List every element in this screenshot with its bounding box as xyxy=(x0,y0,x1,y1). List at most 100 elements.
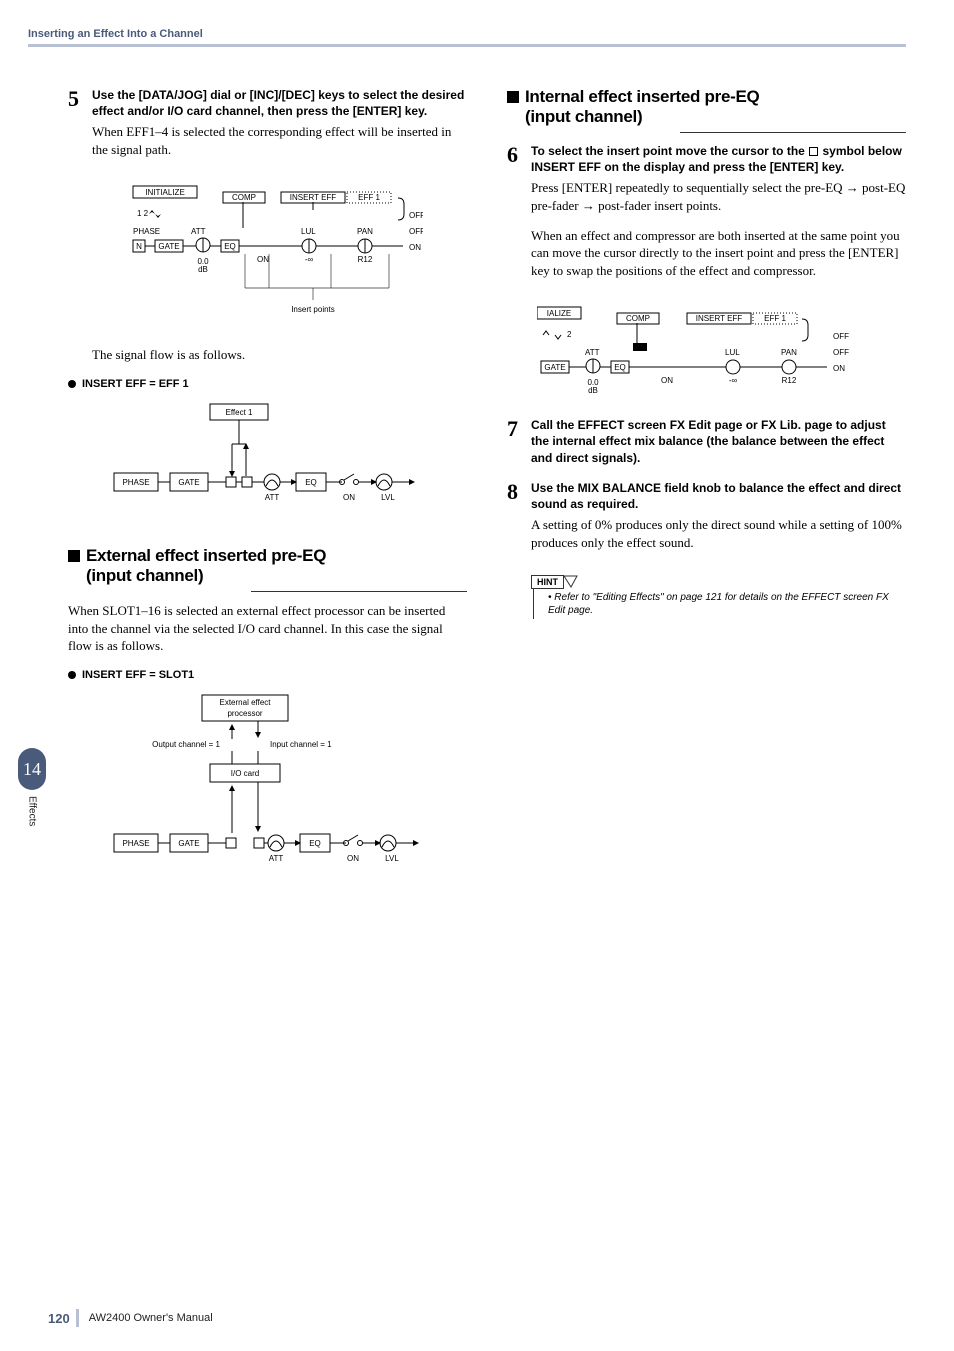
footer-bar xyxy=(76,1309,79,1327)
lcd2-inf: -∞ xyxy=(728,376,737,385)
flow2-in-label: Input channel = 1 xyxy=(270,740,332,749)
lcd2-att: ATT xyxy=(585,348,600,357)
step-7-instruction: Call the EFFECT screen FX Edit page or F… xyxy=(531,417,906,466)
lcd-off-1: OFF xyxy=(409,211,423,220)
lcd-gate: GATE xyxy=(158,242,179,251)
flow2-phase: PHASE xyxy=(122,839,149,848)
lcd2-insert-eff: INSERT EFF xyxy=(695,314,741,323)
lcd2-gate: GATE xyxy=(544,363,565,372)
step-6-instruction: To select the insert point move the curs… xyxy=(531,143,906,175)
flow1-eq: EQ xyxy=(305,478,317,487)
flow2-lvl: LVL xyxy=(385,854,399,863)
int-heading-line1: Internal effect inserted pre-EQ xyxy=(525,87,759,106)
left-column: 5 Use the [DATA/JOG] dial or [INC]/[DEC]… xyxy=(28,87,467,895)
step-number: 8 xyxy=(507,480,531,563)
square-bullet-icon xyxy=(507,91,519,103)
lcd-on: ON xyxy=(409,243,421,252)
flow2-ext-label-1: External effect xyxy=(219,698,271,707)
chapter-side-tab: 14 Effects xyxy=(18,748,46,826)
flow-diagram-2: External effect processor Output channel… xyxy=(68,689,467,879)
flow1-on: ON xyxy=(343,493,355,502)
step-6: 6 To select the insert point move the cu… xyxy=(507,143,906,291)
lcd2-on: ON xyxy=(833,364,845,373)
flow2-io-label: I/O card xyxy=(230,769,258,778)
flow2-on: ON xyxy=(347,854,359,863)
lcd2-two: 2 xyxy=(567,330,572,339)
insert-points-label: Insert points xyxy=(291,305,335,314)
flow1-gate: GATE xyxy=(178,478,199,487)
step-5-body: When EFF1–4 is selected the correspondin… xyxy=(92,123,467,158)
flow2-ext-label-2: processor xyxy=(227,709,262,718)
lcd2-eff1: EFF 1 xyxy=(764,314,786,323)
internal-effect-heading: Internal effect inserted pre-EQ (input c… xyxy=(507,87,906,126)
header-rule xyxy=(28,44,906,47)
ext-heading-line1: External effect inserted pre-EQ xyxy=(86,546,326,565)
lcd-diagram-1: INITIALIZE COMP INSERT EFF EFF 1 1 2 OFF… xyxy=(68,180,467,330)
heading-rule xyxy=(680,132,906,133)
bullet-dot-icon xyxy=(68,671,76,679)
lcd-eq: EQ xyxy=(224,242,236,251)
lcd2-off-2: OFF xyxy=(833,348,849,357)
heading-rule xyxy=(251,591,467,592)
step-8-body: A setting of 0% produces only the direct… xyxy=(531,516,906,551)
step-number: 6 xyxy=(507,143,531,291)
two-column-layout: 5 Use the [DATA/JOG] dial or [INC]/[DEC]… xyxy=(28,87,906,895)
hint-label: HINT xyxy=(531,575,564,589)
flow1-effect-label: Effect 1 xyxy=(225,408,253,417)
lcd-inf: -∞ xyxy=(304,255,313,264)
right-column: Internal effect inserted pre-EQ (input c… xyxy=(507,87,906,895)
chapter-number-badge: 14 xyxy=(18,748,46,790)
flow-diagram-1: Effect 1 PHASE GATE xyxy=(68,398,467,518)
flow2-eq: EQ xyxy=(309,839,321,848)
lcd-diagram-2: IALIZE COMP INSERT EFF EFF 1 2 OFF ATT L… xyxy=(507,301,906,401)
step-number: 5 xyxy=(68,87,92,170)
lcd-insert-eff: INSERT EFF xyxy=(289,193,335,202)
step-7: 7 Call the EFFECT screen FX Edit page or… xyxy=(507,417,906,470)
page-footer: 120 AW2400 Owner's Manual xyxy=(48,1309,213,1327)
flow2-out-label: Output channel = 1 xyxy=(152,740,220,749)
lcd2-pan: PAN xyxy=(781,348,797,357)
lcd-initialize: INITIALIZE xyxy=(145,188,185,197)
lcd-pan: PAN xyxy=(357,227,373,236)
lcd2-db: dB xyxy=(588,386,598,395)
lcd2-eq: EQ xyxy=(614,363,626,372)
lcd-n: N xyxy=(136,242,142,251)
lcd-db: dB xyxy=(198,265,208,274)
bullet-label-1: INSERT EFF = EFF 1 xyxy=(82,378,189,390)
lcd-eff1: EFF 1 xyxy=(358,193,380,202)
step-5: 5 Use the [DATA/JOG] dial or [INC]/[DEC]… xyxy=(68,87,467,170)
lcd2-initialize: IALIZE xyxy=(546,309,570,318)
step-6-body2: When an effect and compressor are both i… xyxy=(531,227,906,280)
lcd-att: ATT xyxy=(191,227,206,236)
hint-text: Refer to "Editing Effects" on page 121 f… xyxy=(533,589,906,619)
hint-pointer-icon xyxy=(563,575,583,589)
lcd-on-2: ON xyxy=(257,255,269,264)
bullet-dot-icon xyxy=(68,380,76,388)
flow1-phase: PHASE xyxy=(122,478,149,487)
flow1-lvl: LVL xyxy=(381,493,395,502)
external-effect-body: When SLOT1–16 is selected an external ef… xyxy=(68,602,467,655)
external-effect-heading: External effect inserted pre-EQ (input c… xyxy=(68,546,467,585)
ext-heading-line2: (input channel) xyxy=(86,566,203,585)
lcd-comp: COMP xyxy=(232,193,256,202)
lcd-r12: R12 xyxy=(357,255,372,264)
manual-title: AW2400 Owner's Manual xyxy=(89,1312,213,1324)
lcd2-r12: R12 xyxy=(781,376,796,385)
step-5-instruction: Use the [DATA/JOG] dial or [INC]/[DEC] k… xyxy=(92,87,467,119)
flow1-att: ATT xyxy=(264,493,279,502)
step-8: 8 Use the MIX BALANCE field knob to bala… xyxy=(507,480,906,563)
step-6-body1: Press [ENTER] repeatedly to sequentially… xyxy=(531,179,906,214)
lcd2-lul: LUL xyxy=(725,348,740,357)
square-symbol-icon xyxy=(809,147,818,156)
lcd2-on-2: ON xyxy=(661,376,673,385)
page-number: 120 xyxy=(48,1311,70,1326)
lcd-lul: LUL xyxy=(301,227,316,236)
step-8-instruction: Use the MIX BALANCE field knob to balanc… xyxy=(531,480,906,512)
signal-flow-intro: The signal flow is as follows. xyxy=(68,346,467,364)
flow2-att: ATT xyxy=(268,854,283,863)
flow2-gate: GATE xyxy=(178,839,199,848)
bullet-insert-eff1: INSERT EFF = EFF 1 xyxy=(68,378,467,390)
manual-page: Inserting an Effect Into a Channel 14 Ef… xyxy=(0,0,954,1351)
bullet-insert-slot1: INSERT EFF = SLOT1 xyxy=(68,669,467,681)
chapter-label: Effects xyxy=(27,796,38,826)
